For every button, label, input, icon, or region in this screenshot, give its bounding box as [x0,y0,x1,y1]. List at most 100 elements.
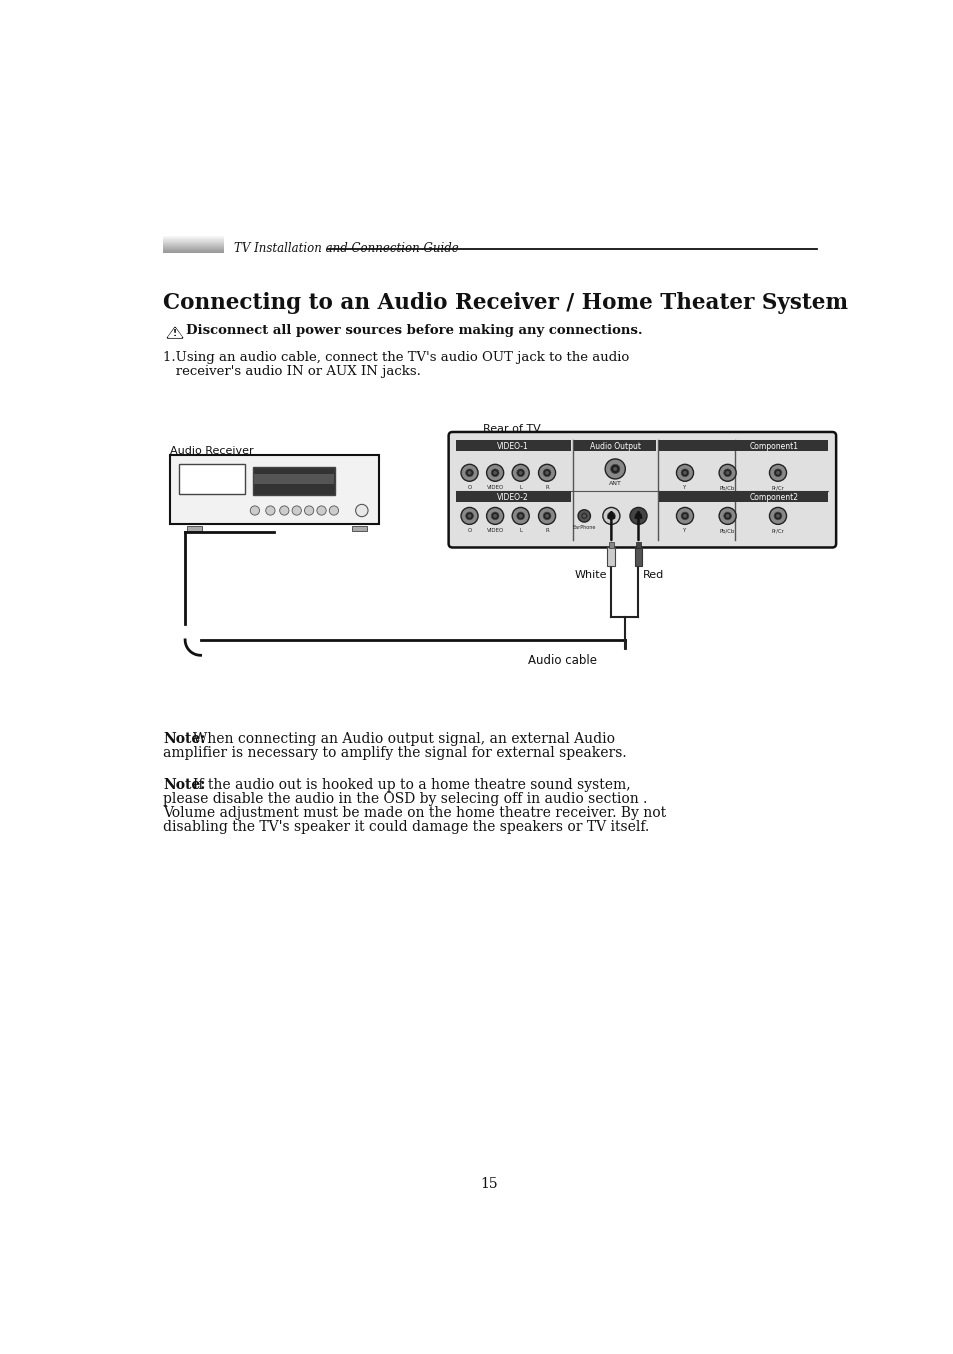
Circle shape [467,515,471,517]
Circle shape [680,512,688,520]
Text: If the audio out is hooked up to a home theatre sound system,: If the audio out is hooked up to a home … [193,779,630,792]
Text: Connecting to an Audio Receiver / Home Theater System: Connecting to an Audio Receiver / Home T… [163,292,847,314]
Text: Disconnect all power sources before making any connections.: Disconnect all power sources before maki… [186,324,642,337]
Circle shape [773,512,781,520]
Text: Y: Y [682,528,686,533]
Circle shape [578,509,590,523]
Circle shape [636,515,639,517]
Text: VIDEO-2: VIDEO-2 [497,493,528,502]
Bar [253,467,335,496]
Circle shape [491,468,498,477]
Circle shape [682,471,686,475]
Circle shape [517,512,524,520]
Circle shape [518,471,522,475]
Text: VIDEO: VIDEO [486,528,503,533]
Circle shape [769,508,785,524]
Circle shape [629,508,646,524]
Text: Rear of TV: Rear of TV [483,424,540,435]
Text: Pb/Cb: Pb/Cb [720,485,735,490]
Circle shape [773,468,781,477]
Circle shape [491,512,498,520]
Text: !: ! [172,329,177,338]
Text: Component1: Component1 [749,443,798,451]
Text: disabling the TV's speaker it could damage the speakers or TV itself.: disabling the TV's speaker it could dama… [163,821,649,834]
Bar [179,464,245,494]
Text: Volume adjustment must be made on the home theatre receiver. By not: Volume adjustment must be made on the ho… [163,806,666,821]
Circle shape [676,508,693,524]
Circle shape [609,515,613,517]
Text: VIDEO-1: VIDEO-1 [497,443,528,451]
Bar [608,542,613,548]
Text: Red: Red [642,570,663,581]
Circle shape [460,508,477,524]
Circle shape [613,467,617,471]
Text: VIDEO: VIDEO [486,485,503,490]
Circle shape [512,508,529,524]
Circle shape [723,512,731,520]
Circle shape [517,468,524,477]
Bar [574,440,656,451]
Text: Note:: Note: [163,733,206,746]
Circle shape [537,464,555,481]
Circle shape [279,506,289,515]
Circle shape [719,508,736,524]
Bar [659,440,827,451]
Text: Audio Receiver: Audio Receiver [170,445,253,456]
Text: R: R [544,528,548,533]
Circle shape [725,515,729,517]
Text: receiver's audio IN or AUX IN jacks.: receiver's audio IN or AUX IN jacks. [163,366,421,378]
Polygon shape [167,328,183,338]
Text: Note:: Note: [163,779,206,792]
Circle shape [723,468,731,477]
Circle shape [581,515,585,517]
Text: R: R [544,485,548,490]
Circle shape [775,515,780,517]
Circle shape [486,464,503,481]
Bar [456,440,571,451]
Circle shape [292,506,301,515]
Circle shape [676,464,693,481]
Circle shape [465,512,473,520]
Circle shape [465,468,473,477]
Circle shape [467,471,471,475]
Circle shape [775,471,780,475]
Circle shape [769,464,785,481]
Text: 15: 15 [479,1178,497,1192]
Circle shape [486,508,503,524]
Text: O: O [467,528,471,533]
Bar [636,542,640,548]
Circle shape [610,464,619,474]
Circle shape [607,512,615,520]
Circle shape [602,508,619,524]
Bar [352,525,367,531]
Bar [253,474,334,485]
Bar [634,547,641,566]
Circle shape [682,515,686,517]
Circle shape [355,504,368,517]
Text: Pr/Cr: Pr/Cr [771,485,783,490]
Text: Pb/Cb: Pb/Cb [720,528,735,533]
Text: Audio cable: Audio cable [528,654,597,666]
Circle shape [544,471,548,475]
Text: L: L [518,485,521,490]
Circle shape [250,506,259,515]
Bar [607,547,615,566]
FancyBboxPatch shape [448,432,835,547]
Circle shape [725,471,729,475]
Text: Component2: Component2 [749,493,798,502]
Circle shape [460,464,477,481]
Bar [659,492,827,502]
Circle shape [604,459,624,479]
Bar [187,525,202,531]
Text: ANT: ANT [608,481,621,486]
Circle shape [542,512,550,520]
Circle shape [316,506,326,515]
Circle shape [493,515,497,517]
Circle shape [512,464,529,481]
Circle shape [634,512,641,520]
Circle shape [537,508,555,524]
Text: TV Installation and Connection Guide: TV Installation and Connection Guide [233,242,458,255]
Circle shape [329,506,338,515]
Text: Pr/Cr: Pr/Cr [771,528,783,533]
Text: When connecting an Audio output signal, an external Audio: When connecting an Audio output signal, … [193,733,615,746]
